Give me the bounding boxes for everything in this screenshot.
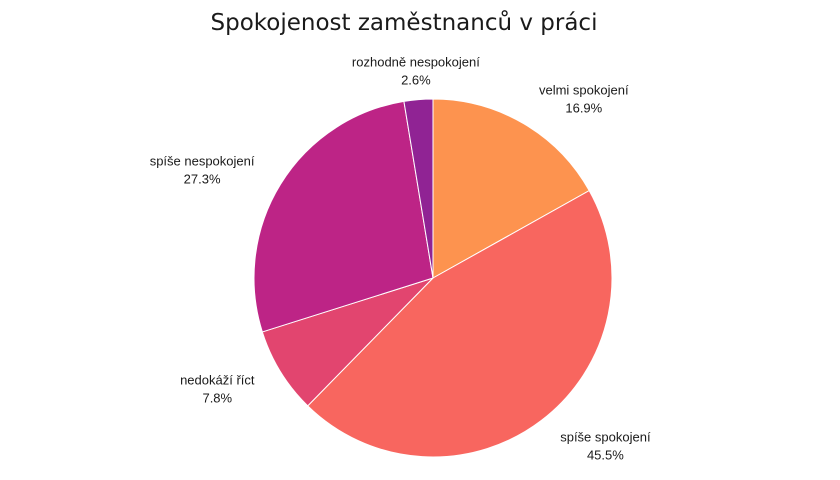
- pie-slice-spise-spokojeni: [307, 189, 613, 458]
- pie-label-value: 16.9%: [565, 100, 602, 115]
- pie-slice-velmi-spokojeni: [432, 98, 590, 279]
- chart-title: Spokojenost zaměstnanců v práci: [211, 9, 598, 36]
- pie-label-nedokazi-rict: nedokáží říct 7.8%: [180, 373, 255, 406]
- pie-label-spise-nespokojeni: spíše nespokojení 27.3%: [150, 153, 255, 186]
- pie-label-value: 2.6%: [401, 72, 431, 87]
- pie-label-name: spíše spokojení: [560, 429, 651, 444]
- pie-label-name: spíše nespokojení: [150, 153, 255, 168]
- pie-label-velmi-spokojeni: velmi spokojení 16.9%: [539, 82, 629, 115]
- pie-slices: [253, 98, 613, 458]
- pie-label-name: rozhodně nespokojení: [352, 54, 480, 69]
- pie-slice-rozhodne-nespokojeni: [403, 98, 434, 279]
- pie-label-rozhodne-nespokojeni: rozhodně nespokojení 2.6%: [352, 54, 480, 87]
- pie-label-name: velmi spokojení: [539, 82, 629, 97]
- pie-label-value: 45.5%: [587, 447, 624, 462]
- pie-slice-spise-nespokojeni: [253, 100, 434, 333]
- pie-label-name: nedokáží říct: [180, 373, 255, 388]
- pie-label-spise-spokojeni: spíše spokojení 45.5%: [560, 429, 651, 462]
- pie-label-value: 7.8%: [202, 391, 232, 406]
- pie-labels: velmi spokojení 16.9% spíše spokojení 45.5%…: [150, 54, 651, 462]
- pie-label-value: 27.3%: [184, 171, 221, 186]
